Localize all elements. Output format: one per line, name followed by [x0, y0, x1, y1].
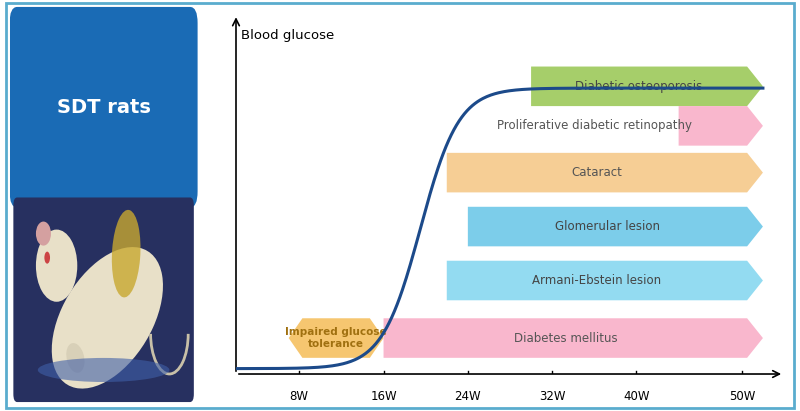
FancyBboxPatch shape: [6, 3, 794, 408]
Text: 32W: 32W: [539, 390, 566, 403]
Text: 50W: 50W: [729, 390, 755, 403]
Polygon shape: [531, 67, 763, 106]
Ellipse shape: [38, 358, 170, 382]
Polygon shape: [468, 207, 763, 246]
Text: Cataract: Cataract: [571, 166, 622, 179]
Text: Glomerular lesion: Glomerular lesion: [555, 220, 660, 233]
Text: Blood glucose: Blood glucose: [242, 29, 334, 42]
Polygon shape: [446, 153, 763, 192]
Text: Diabetic osteoporosis: Diabetic osteoporosis: [575, 80, 702, 93]
FancyBboxPatch shape: [14, 197, 194, 402]
Text: 24W: 24W: [454, 390, 481, 403]
Text: SDT rats: SDT rats: [57, 98, 150, 117]
Text: 16W: 16W: [370, 390, 397, 403]
Text: Proliferative diabetic retinopathy: Proliferative diabetic retinopathy: [497, 119, 692, 132]
Ellipse shape: [52, 247, 163, 388]
FancyBboxPatch shape: [10, 7, 198, 208]
Text: Armani-Ebstein lesion: Armani-Ebstein lesion: [532, 274, 662, 287]
Polygon shape: [678, 106, 763, 145]
Ellipse shape: [36, 230, 78, 302]
Text: Impaired glucose
tolerance: Impaired glucose tolerance: [286, 327, 387, 349]
Ellipse shape: [66, 343, 85, 373]
Polygon shape: [446, 261, 763, 300]
Circle shape: [44, 252, 50, 264]
Text: 8W: 8W: [290, 390, 309, 403]
Text: Diabetes mellitus: Diabetes mellitus: [514, 332, 617, 344]
Ellipse shape: [112, 210, 141, 298]
Text: 40W: 40W: [623, 390, 650, 403]
Ellipse shape: [36, 222, 51, 246]
Polygon shape: [289, 318, 383, 358]
Polygon shape: [383, 318, 763, 358]
